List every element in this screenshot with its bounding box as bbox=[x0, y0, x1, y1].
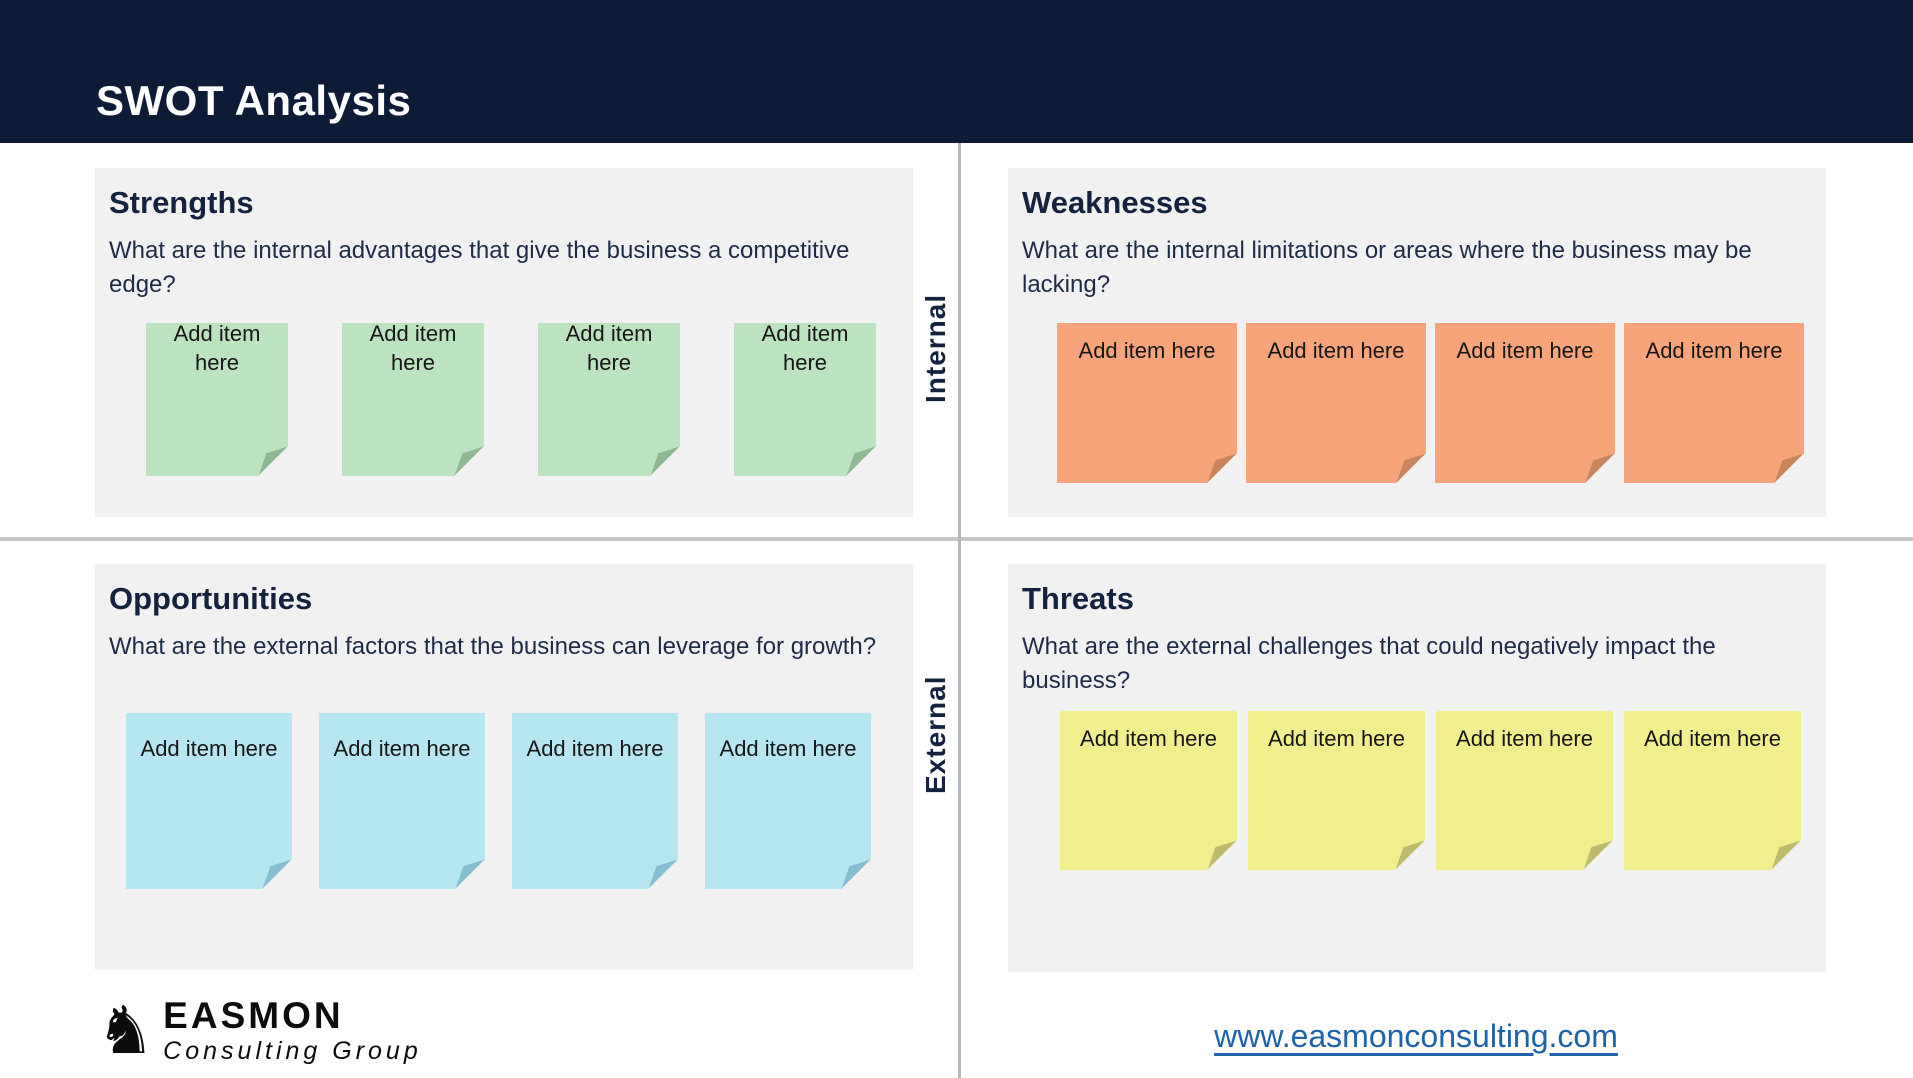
opportunities-quadrant: Opportunities What are the external fact… bbox=[95, 564, 913, 970]
page-title: SWOT Analysis bbox=[96, 77, 412, 124]
external-axis-label: External bbox=[920, 675, 951, 795]
internal-axis-label: Internal bbox=[920, 293, 951, 403]
sticky-note[interactable]: Add item here bbox=[1057, 323, 1237, 483]
sticky-note[interactable]: Add item here bbox=[319, 713, 485, 889]
header-bar: SWOT Analysis bbox=[0, 0, 1913, 143]
opportunities-notes-row: Add item here Add item here Add item her… bbox=[126, 713, 871, 889]
threats-quadrant: Threats What are the external challenges… bbox=[1008, 564, 1826, 972]
logo-name: EASMON bbox=[163, 994, 344, 1036]
horizontal-divider bbox=[0, 537, 1913, 541]
sticky-note[interactable]: Add item here bbox=[1436, 711, 1613, 870]
sticky-note-label: Add item here bbox=[369, 320, 457, 376]
sticky-note-label: Add item here bbox=[140, 736, 278, 761]
sticky-note-label: Add item here bbox=[1645, 337, 1783, 363]
sticky-note[interactable]: Add item here bbox=[1248, 711, 1425, 870]
threats-notes-row: Add item here Add item here Add item her… bbox=[1060, 711, 1801, 870]
chess-knight-icon: ♞ bbox=[96, 992, 156, 1069]
sticky-note[interactable]: Add item here bbox=[1435, 323, 1615, 483]
folded-corner-icon bbox=[258, 446, 288, 476]
strengths-title: Strengths bbox=[109, 185, 254, 220]
opportunities-question: What are the external factors that the b… bbox=[109, 633, 877, 661]
sticky-note[interactable]: Add item here bbox=[705, 713, 871, 889]
sticky-note-label: Add item here bbox=[333, 736, 471, 761]
folded-corner-icon bbox=[1774, 453, 1804, 483]
weaknesses-quadrant: Weaknesses What are the internal limitat… bbox=[1008, 168, 1826, 517]
folded-corner-icon bbox=[1395, 840, 1425, 870]
sticky-note[interactable]: Add item here bbox=[1624, 323, 1804, 483]
folded-corner-icon bbox=[1585, 453, 1615, 483]
sticky-note-label: Add item here bbox=[565, 320, 653, 376]
opportunities-title: Opportunities bbox=[109, 581, 313, 616]
logo-tagline: Consulting Group bbox=[163, 1036, 422, 1065]
sticky-note-label: Add item here bbox=[1080, 725, 1217, 751]
folded-corner-icon bbox=[1207, 453, 1237, 483]
folded-corner-icon bbox=[846, 446, 876, 476]
folded-corner-icon bbox=[262, 859, 292, 889]
weaknesses-notes-row: Add item here Add item here Add item her… bbox=[1057, 323, 1804, 483]
folded-corner-icon bbox=[1396, 453, 1426, 483]
sticky-note[interactable]: Add item here bbox=[512, 713, 678, 889]
sticky-note[interactable]: Add item here bbox=[1060, 711, 1237, 870]
sticky-note[interactable]: Add item here bbox=[1624, 711, 1801, 870]
sticky-note[interactable]: Add item here bbox=[126, 713, 292, 889]
sticky-note[interactable]: Add item here bbox=[538, 321, 680, 476]
sticky-note[interactable]: Add item here bbox=[146, 321, 288, 476]
sticky-note-label: Add item here bbox=[1456, 725, 1593, 751]
strengths-quadrant: Strengths What are the internal advantag… bbox=[95, 168, 913, 517]
weaknesses-title: Weaknesses bbox=[1022, 185, 1208, 220]
folded-corner-icon bbox=[1207, 840, 1237, 870]
sticky-note-label: Add item here bbox=[1267, 337, 1405, 363]
sticky-note[interactable]: Add item here bbox=[342, 321, 484, 476]
sticky-note-label: Add item here bbox=[1644, 725, 1781, 751]
folded-corner-icon bbox=[455, 859, 485, 889]
sticky-note[interactable]: Add item here bbox=[1246, 323, 1426, 483]
vertical-divider bbox=[958, 143, 961, 1078]
folded-corner-icon bbox=[648, 859, 678, 889]
folded-corner-icon bbox=[650, 446, 680, 476]
sticky-note-label: Add item here bbox=[173, 320, 261, 376]
sticky-note-label: Add item here bbox=[719, 736, 857, 761]
sticky-note[interactable]: Add item here bbox=[734, 321, 876, 476]
sticky-note-label: Add item here bbox=[1078, 337, 1216, 363]
folded-corner-icon bbox=[1771, 840, 1801, 870]
website-link[interactable]: www.easmonconsulting.com bbox=[1214, 1018, 1618, 1054]
sticky-note-label: Add item here bbox=[1456, 337, 1594, 363]
company-logo: ♞ EASMON Consulting Group bbox=[96, 994, 422, 1068]
threats-question: What are the external challenges that co… bbox=[1022, 633, 1716, 695]
strengths-question: What are the internal advantages that gi… bbox=[109, 237, 850, 299]
sticky-note-label: Add item here bbox=[761, 320, 849, 376]
folded-corner-icon bbox=[1583, 840, 1613, 870]
sticky-note-label: Add item here bbox=[526, 736, 664, 761]
threats-title: Threats bbox=[1022, 581, 1134, 616]
folded-corner-icon bbox=[454, 446, 484, 476]
folded-corner-icon bbox=[841, 859, 871, 889]
sticky-note-label: Add item here bbox=[1268, 725, 1405, 751]
weaknesses-question: What are the internal limitations or are… bbox=[1022, 237, 1752, 299]
strengths-notes-row: Add item here Add item here Add item her… bbox=[146, 321, 876, 476]
